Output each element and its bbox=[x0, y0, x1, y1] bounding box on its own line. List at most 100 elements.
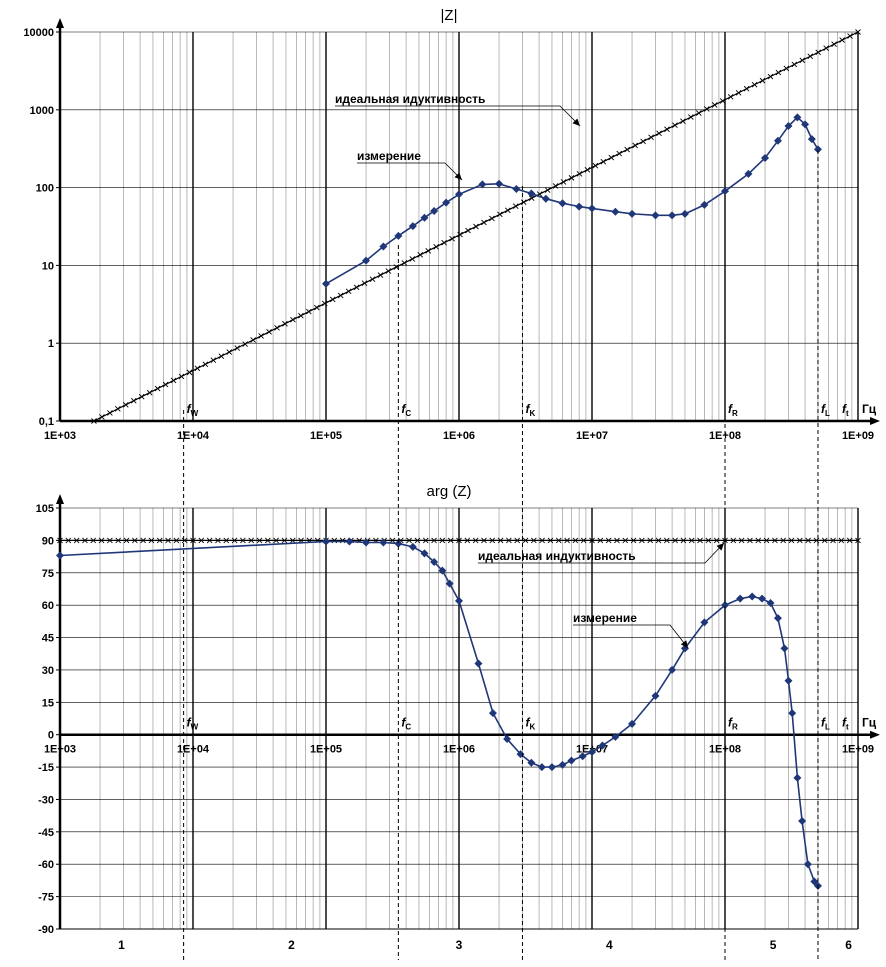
marker-label-l: fL bbox=[821, 402, 830, 418]
series-point bbox=[598, 741, 607, 750]
series-point bbox=[321, 300, 328, 307]
series-point bbox=[592, 162, 599, 169]
series-point bbox=[568, 175, 575, 181]
marker-label-r: fR bbox=[728, 402, 738, 418]
marker-label-k: fK bbox=[525, 402, 535, 418]
y-tick-label: 10000 bbox=[23, 27, 54, 39]
series-point bbox=[747, 537, 753, 544]
series-point bbox=[156, 537, 163, 544]
annotation-ideal: идеальная индуктивность bbox=[478, 549, 636, 563]
series-point bbox=[772, 537, 778, 544]
series-point bbox=[455, 190, 463, 199]
series-point bbox=[420, 213, 429, 222]
series-point bbox=[408, 542, 417, 551]
series-point bbox=[632, 142, 638, 149]
series-point bbox=[430, 207, 439, 216]
series-point bbox=[425, 247, 432, 254]
series-point bbox=[788, 537, 795, 544]
series-point bbox=[430, 557, 439, 566]
series-point bbox=[289, 537, 296, 544]
series-point bbox=[803, 860, 812, 869]
series-point bbox=[362, 256, 371, 265]
series-point bbox=[406, 537, 412, 544]
series-point bbox=[721, 601, 729, 610]
series-point bbox=[210, 357, 217, 364]
series-point bbox=[611, 732, 620, 741]
series-point bbox=[544, 187, 551, 193]
series-point bbox=[489, 215, 495, 222]
series-point bbox=[178, 373, 185, 380]
series-point bbox=[377, 272, 384, 278]
series-point bbox=[663, 537, 670, 544]
series-point bbox=[202, 361, 209, 368]
series-point bbox=[107, 537, 113, 544]
series-point bbox=[218, 353, 225, 359]
series-point bbox=[148, 537, 155, 544]
series-point bbox=[597, 537, 604, 544]
y-tick-label: 0 bbox=[48, 730, 54, 742]
series-point bbox=[719, 98, 726, 104]
y-tick-label: 60 bbox=[42, 600, 54, 612]
series-point bbox=[122, 401, 129, 408]
series-point bbox=[758, 594, 767, 603]
series-point bbox=[628, 719, 637, 728]
series-point bbox=[522, 537, 529, 544]
series-point bbox=[473, 223, 479, 230]
series-point bbox=[711, 102, 718, 108]
series-point bbox=[353, 284, 360, 291]
series-point bbox=[361, 280, 368, 287]
series-point bbox=[558, 199, 567, 208]
y-tick-label: 15 bbox=[42, 697, 54, 709]
series-point bbox=[409, 256, 416, 262]
annotation-arrow bbox=[572, 118, 580, 126]
series-point bbox=[801, 120, 810, 129]
series-point bbox=[672, 537, 678, 544]
series-point bbox=[838, 537, 845, 544]
x-tick-label: 1E+05 bbox=[310, 430, 342, 442]
marker-label-l: fL bbox=[821, 716, 830, 732]
series-point bbox=[240, 537, 246, 544]
series-point bbox=[449, 235, 455, 242]
series-point bbox=[481, 219, 487, 226]
series-point bbox=[65, 537, 72, 544]
series-point bbox=[194, 365, 201, 372]
series-point bbox=[115, 406, 121, 412]
series-point bbox=[584, 166, 591, 173]
series-point bbox=[761, 154, 770, 163]
series-point bbox=[846, 537, 853, 544]
series-point bbox=[730, 537, 737, 544]
series-point bbox=[798, 817, 807, 826]
series-point bbox=[755, 537, 762, 544]
series-point bbox=[474, 659, 483, 668]
series-point bbox=[447, 537, 454, 544]
series-point bbox=[775, 69, 782, 76]
series-point bbox=[497, 211, 503, 218]
series-point bbox=[608, 154, 615, 161]
series-point bbox=[766, 598, 775, 607]
y-tick-label: 90 bbox=[42, 535, 54, 547]
series-point bbox=[123, 537, 130, 544]
series-point bbox=[567, 756, 576, 765]
series-point bbox=[688, 537, 695, 544]
series-point bbox=[664, 126, 670, 133]
region-label: 1 bbox=[118, 938, 125, 952]
series-point bbox=[417, 252, 424, 258]
series-point bbox=[322, 537, 330, 546]
series-point bbox=[223, 537, 230, 544]
y-tick-label: -30 bbox=[38, 794, 54, 806]
series-point bbox=[369, 276, 376, 282]
annotation-leader bbox=[357, 162, 463, 181]
series-point bbox=[140, 537, 146, 544]
series-point bbox=[379, 538, 388, 547]
series-point bbox=[472, 537, 479, 544]
x-tick-label: 1E+03 bbox=[44, 430, 76, 442]
y-tick-label: -15 bbox=[38, 762, 54, 774]
series-point bbox=[56, 551, 64, 560]
series-point bbox=[855, 29, 861, 35]
series-point bbox=[815, 49, 822, 56]
series-point bbox=[408, 222, 417, 231]
series-point bbox=[282, 320, 288, 327]
annotation-measurement: измерение bbox=[573, 611, 637, 625]
